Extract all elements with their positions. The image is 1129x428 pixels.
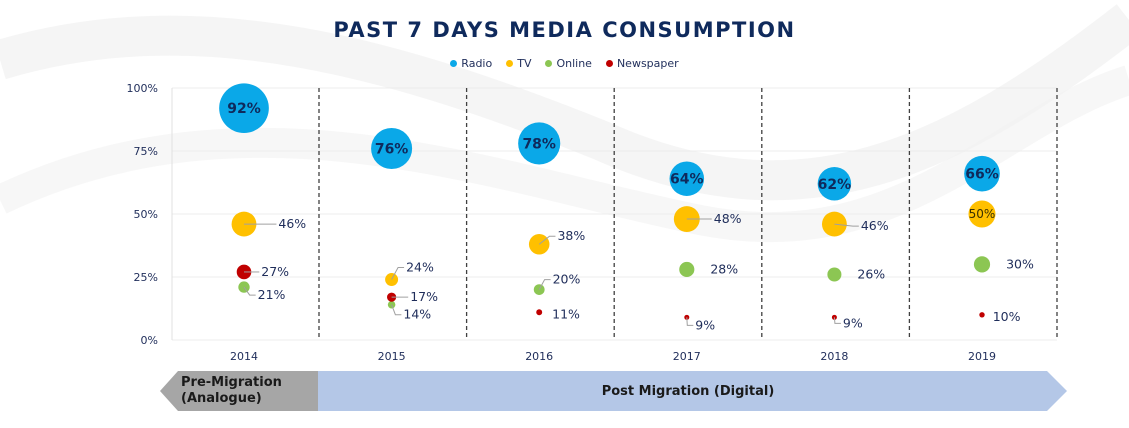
- bubble-radio: [219, 83, 269, 133]
- data-label-radio: 78%: [522, 136, 556, 152]
- legend-dot-radio: [450, 60, 458, 67]
- bubble-tv: [673, 206, 700, 232]
- data-label-tv: 46%: [861, 218, 889, 233]
- bubble-radio: [669, 161, 705, 196]
- pre-migration-line1: Pre-Migration: [181, 375, 282, 390]
- x-tick-label: 2015: [378, 350, 406, 363]
- bubble-online: [679, 261, 695, 277]
- x-tick-label: 2019: [968, 350, 996, 363]
- bubble-online: [238, 281, 250, 293]
- x-tick-label: 2017: [673, 350, 701, 363]
- y-tick-label: 75%: [134, 145, 158, 158]
- legend-label-online: Online: [556, 57, 592, 70]
- data-label-online: 21%: [258, 287, 286, 302]
- data-label-radio: 62%: [818, 177, 852, 193]
- bubble-online: [533, 284, 545, 295]
- legend-dot-tv: [506, 60, 514, 67]
- data-label-online: 14%: [403, 307, 431, 322]
- data-label-radio: 92%: [227, 101, 261, 117]
- legend-item-newspaper[interactable]: Newspaper: [605, 57, 679, 70]
- data-label-newspaper: 11%: [552, 306, 580, 321]
- data-label-tv: 48%: [714, 211, 742, 226]
- leader-line: [538, 235, 556, 245]
- leader-line: [686, 317, 694, 326]
- legend: Radio TV Online Newspaper: [0, 57, 1129, 70]
- data-label-radio: 64%: [670, 172, 704, 188]
- data-label-online: 26%: [857, 266, 885, 281]
- data-label-tv: 46%: [278, 216, 306, 231]
- post-migration-label: Post Migration (Digital): [601, 384, 775, 399]
- leader-line: [391, 304, 402, 316]
- leader-line: [391, 267, 405, 280]
- legend-item-radio[interactable]: Radio: [450, 57, 492, 70]
- data-label-online: 30%: [1006, 256, 1034, 271]
- x-tick-label: 2018: [820, 350, 848, 363]
- legend-dot-online: [545, 60, 553, 67]
- data-label-radio: 66%: [965, 167, 999, 183]
- x-tick-label: 2016: [525, 350, 553, 363]
- bubble-radio: [964, 155, 1000, 192]
- bubble-radio: [817, 167, 852, 201]
- legend-dot-newspaper: [605, 60, 613, 67]
- legend-label-tv: TV: [517, 57, 532, 70]
- data-label-newspaper: 9%: [843, 315, 863, 330]
- y-tick-label: 0%: [141, 334, 158, 347]
- leader-line: [538, 279, 551, 290]
- legend-label-newspaper: Newspaper: [616, 57, 679, 70]
- y-tick-label: 50%: [134, 208, 158, 221]
- bubble-newspaper: [979, 312, 985, 318]
- data-label-newspaper: 27%: [261, 264, 289, 279]
- data-label-tv: 24%: [406, 260, 434, 275]
- leader-line: [834, 223, 859, 227]
- leader-line: [833, 317, 841, 324]
- data-label-online: 28%: [710, 261, 738, 276]
- legend-item-online[interactable]: Online: [545, 57, 592, 70]
- data-label-online: 20%: [553, 272, 581, 287]
- bubble-online: [827, 267, 842, 282]
- pre-migration-label: Pre-Migration (Analogue): [181, 375, 282, 407]
- data-label-newspaper: 17%: [410, 289, 438, 304]
- bubble-newspaper: [536, 309, 543, 316]
- post-migration-arrow: [318, 371, 1067, 411]
- pre-migration-arrow: [160, 371, 318, 411]
- bubble-radio: [371, 127, 413, 169]
- data-label-tv: 38%: [557, 228, 585, 243]
- legend-label-radio: Radio: [461, 57, 493, 70]
- data-label-tv: 50%: [969, 207, 996, 221]
- x-tick-label: 2014: [230, 350, 258, 363]
- y-tick-label: 25%: [134, 271, 158, 284]
- chart-title: PAST 7 DAYS MEDIA CONSUMPTION: [333, 18, 796, 42]
- bubble-online: [973, 256, 991, 273]
- leader-line: [243, 286, 256, 296]
- y-tick-label: 100%: [127, 82, 158, 95]
- legend-item-tv[interactable]: TV: [506, 57, 531, 70]
- data-label-newspaper: 9%: [695, 317, 715, 332]
- bubble-tv: [968, 200, 996, 228]
- data-label-newspaper: 10%: [993, 309, 1021, 324]
- bubble-tv: [528, 233, 550, 255]
- pre-migration-line2: (Analogue): [181, 391, 262, 406]
- data-label-radio: 76%: [375, 141, 409, 157]
- bubble-radio: [518, 122, 561, 165]
